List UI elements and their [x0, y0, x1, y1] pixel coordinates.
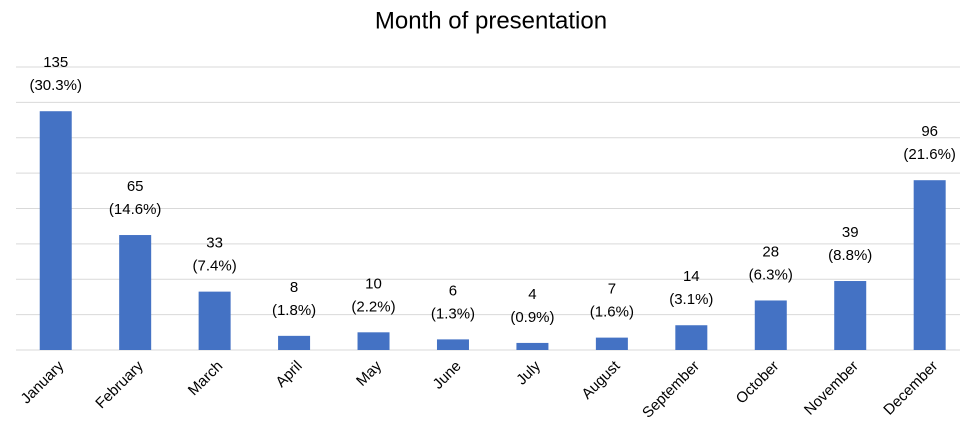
x-tick-label: May	[353, 357, 385, 389]
percent-label: (14.6%)	[109, 201, 162, 218]
percent-label: (30.3%)	[29, 77, 82, 94]
x-tick-label: October	[733, 358, 783, 408]
x-tick-label: June	[430, 358, 465, 393]
value-label: 33	[206, 235, 223, 252]
value-label: 14	[683, 268, 700, 285]
value-label: 8	[290, 279, 298, 296]
value-label: 65	[127, 178, 144, 195]
value-label: 7	[608, 281, 616, 298]
value-label: 135	[43, 54, 68, 71]
x-tick-label: April	[272, 358, 305, 391]
x-tick-label: November	[801, 358, 862, 419]
bar	[595, 337, 628, 350]
value-label: 96	[921, 123, 938, 140]
bar	[119, 235, 152, 350]
percent-label: (1.8%)	[272, 302, 316, 319]
percent-label: (7.4%)	[193, 258, 237, 275]
value-label: 39	[842, 224, 859, 241]
x-tick-label: March	[185, 358, 226, 399]
value-label: 10	[365, 275, 382, 292]
bar	[278, 335, 311, 350]
bar	[516, 342, 549, 350]
value-label: 28	[762, 243, 779, 260]
percent-label: (3.1%)	[669, 291, 713, 308]
x-tick-label: December	[880, 358, 941, 419]
percent-label: (2.2%)	[351, 298, 395, 315]
bar	[39, 111, 72, 350]
value-label: 4	[528, 286, 536, 303]
percent-label: (1.3%)	[431, 305, 475, 322]
x-tick-label: July	[513, 357, 544, 388]
x-tick-label: September	[639, 358, 703, 422]
x-tick-label: August	[578, 357, 624, 403]
x-tick-label: February	[92, 357, 147, 412]
percent-label: (1.6%)	[590, 304, 634, 321]
percent-label: (21.6%)	[903, 146, 956, 163]
percent-label: (0.9%)	[510, 309, 554, 326]
value-label: 6	[449, 282, 457, 299]
bar	[675, 325, 708, 350]
chart-title: Month of presentation	[375, 7, 607, 34]
percent-label: (6.3%)	[749, 266, 793, 283]
percent-label: (8.8%)	[828, 247, 872, 264]
x-tick-label: January	[18, 357, 68, 407]
bar	[834, 281, 867, 350]
bar	[913, 180, 946, 350]
bar	[198, 291, 231, 350]
bar	[754, 300, 787, 350]
bar	[436, 339, 469, 350]
bar	[357, 332, 390, 350]
